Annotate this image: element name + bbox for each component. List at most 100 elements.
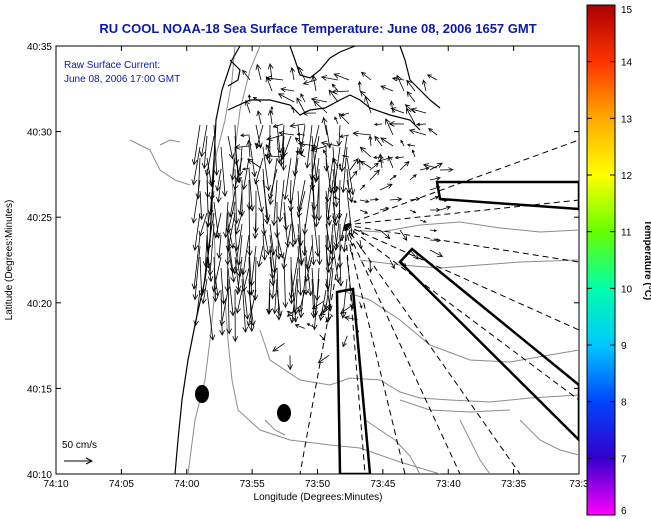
current-vector <box>406 143 416 147</box>
current-vector <box>288 157 299 213</box>
current-vector <box>282 157 292 201</box>
current-vector <box>409 174 417 181</box>
current-vector <box>255 63 262 81</box>
current-vector <box>338 212 348 242</box>
current-vector <box>283 212 291 248</box>
current-vector <box>404 104 416 114</box>
colorbar-label: Temperature (°C) <box>642 220 651 301</box>
current-vector <box>399 259 407 267</box>
current-vector <box>380 137 394 147</box>
current-vector <box>340 146 348 194</box>
current-vector <box>317 355 330 364</box>
current-vector <box>295 150 306 158</box>
colorbar-tick-label: 14 <box>621 58 633 69</box>
current-vector <box>320 140 339 147</box>
current-vector <box>272 278 278 315</box>
current-vector <box>325 316 332 323</box>
current-vector <box>294 324 305 329</box>
current-vector <box>220 267 227 305</box>
current-vector <box>202 234 209 268</box>
current-vector <box>409 249 419 260</box>
current-vector <box>297 234 304 267</box>
y-tick-label: 40:30 <box>27 128 52 139</box>
current-vector <box>364 95 372 114</box>
current-vector <box>359 184 366 191</box>
current-vector <box>304 245 313 297</box>
current-vector <box>192 212 201 251</box>
y-tick-label: 40:35 <box>27 42 52 53</box>
current-vector <box>331 83 339 92</box>
colorbar-tick-label: 10 <box>621 284 633 295</box>
current-vector <box>338 112 350 125</box>
current-vector <box>266 134 284 141</box>
current-vector <box>341 223 348 253</box>
current-vector <box>380 85 394 92</box>
colorbar-ticks: 15 14 13 12 11 10 9 8 7 6 <box>587 4 633 517</box>
x-tick-label: 73:55 <box>240 479 265 490</box>
current-vector <box>378 153 384 169</box>
coastline <box>174 46 441 474</box>
x-axis-ticks: 74:10 74:05 74:00 73:55 73:50 73:45 73:40 73:35… <box>43 46 589 490</box>
y-tick-label: 40:10 <box>27 470 52 481</box>
current-vector <box>297 289 306 314</box>
current-vector <box>338 163 342 171</box>
current-vector <box>408 128 427 136</box>
current-vector <box>388 121 405 127</box>
current-vector <box>192 245 201 301</box>
map-panel: Raw Surface Current: June 08, 2006 17:00… <box>55 45 580 475</box>
current-vector <box>429 162 443 171</box>
y-tick-label: 40:25 <box>27 213 52 224</box>
current-vector <box>193 289 201 327</box>
y-axis-label: Latitude (Degrees:Minutes) <box>4 200 15 321</box>
current-vector <box>356 328 360 333</box>
current-vector <box>242 69 251 81</box>
current-vector <box>394 155 405 160</box>
current-vector <box>373 122 383 126</box>
current-vector <box>211 256 222 293</box>
x-tick-label: 73:50 <box>305 479 330 490</box>
current-vector <box>326 223 334 267</box>
current-vector <box>409 197 421 202</box>
current-vector <box>346 190 355 238</box>
current-vector <box>331 88 350 95</box>
current-vector <box>323 149 328 158</box>
current-vector <box>267 109 274 125</box>
colorbar: 15 14 13 12 11 10 9 8 7 6 Temperature (°C) <box>586 4 651 517</box>
current-vector <box>304 124 313 169</box>
current-vector <box>406 107 416 125</box>
current-vector <box>346 157 356 196</box>
current-vector <box>247 94 252 103</box>
current-vector <box>191 124 201 166</box>
current-vector <box>227 267 236 317</box>
current-vector <box>325 245 332 274</box>
current-vector <box>247 158 262 169</box>
current-vector <box>281 223 292 270</box>
x-tick-label: 73:35 <box>501 479 526 490</box>
current-vector <box>339 134 350 139</box>
current-vector <box>302 179 313 236</box>
current-vector <box>333 196 341 201</box>
current-vector <box>280 86 295 93</box>
current-vector <box>272 343 285 352</box>
current-vector <box>333 73 350 81</box>
current-vector <box>320 75 339 81</box>
current-vector <box>339 303 355 314</box>
current-vector <box>246 289 257 327</box>
current-vector <box>426 74 438 81</box>
current-vector <box>349 199 358 203</box>
current-vector <box>266 124 273 165</box>
current-vector <box>255 179 264 214</box>
current-vector <box>267 168 278 200</box>
current-vector <box>410 107 427 114</box>
current-vector <box>198 212 208 238</box>
current-vector <box>282 135 292 158</box>
station-marker <box>195 385 209 403</box>
current-vector <box>429 195 440 201</box>
current-vector <box>333 212 341 252</box>
current-vector <box>379 183 393 191</box>
current-vector <box>429 238 442 243</box>
current-vector <box>227 234 236 274</box>
colorbar-scale <box>586 4 616 516</box>
current-vector <box>220 146 228 197</box>
current-vector <box>289 267 299 324</box>
